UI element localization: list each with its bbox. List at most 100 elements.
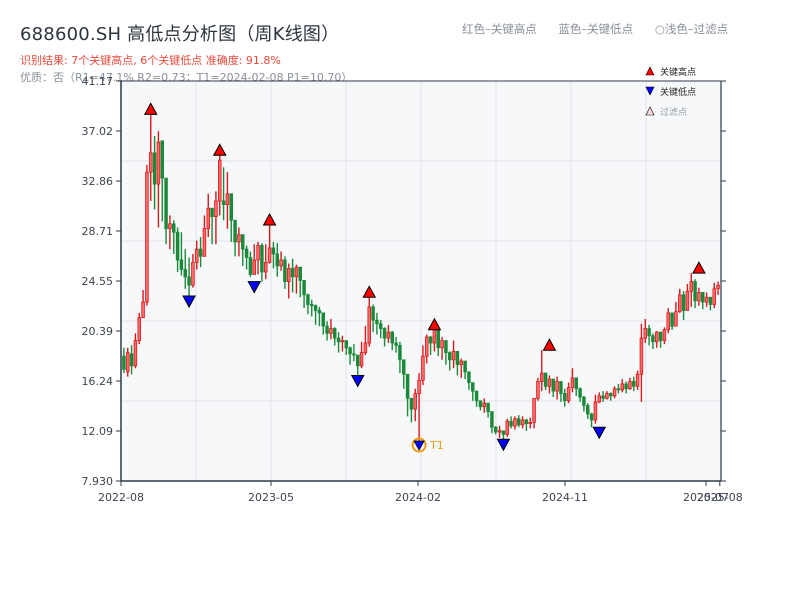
candle-down [543,372,548,387]
candle-down [601,395,605,399]
candle-down [501,430,506,435]
key-high-marker [362,285,377,298]
candle-down [325,325,329,334]
candle-up [287,267,291,283]
candle-up [386,331,391,339]
candle-down [494,426,498,433]
candle-down [379,323,383,329]
candle-up [137,317,141,341]
candle-up [440,340,444,349]
candle-down [405,373,410,399]
candle-up [459,360,463,366]
candle-up [628,381,632,390]
candle-down [586,405,590,415]
candle-down [129,353,134,367]
candle-up [712,288,716,305]
candle-down [524,419,529,424]
candle-down [152,152,157,185]
candle-up [570,377,575,388]
candle-down [244,248,249,258]
candle-down [313,305,318,311]
candle-down [448,352,452,361]
candle-up [141,301,145,319]
y-tick-label: 20.39 [82,325,114,338]
candle-up [643,328,647,339]
candle-down [306,294,310,305]
candle-down [271,247,276,255]
candle-up [674,311,678,327]
candle-up [363,342,368,354]
candle-down [551,378,555,392]
candle-up [195,248,199,263]
candle-down [356,354,360,367]
candle-up [206,207,210,230]
candle-down [336,337,341,343]
candle-down [428,336,433,344]
candle-down [175,231,180,261]
t1-label: T1 [429,439,444,452]
candle-down [179,259,184,270]
candle-down [478,400,483,408]
candle-down [693,281,697,302]
candle-up [149,152,153,173]
candle-down [310,304,314,307]
y-tick-label: 24.55 [82,275,114,288]
candle-up [329,328,333,334]
y-tick-label: 12.09 [82,425,114,438]
candle-down [651,335,655,343]
candle-down [382,328,387,339]
candle-up [697,292,701,302]
candle-down [298,266,302,281]
candle-up [214,200,218,218]
candle-up [256,245,260,261]
candle-up [367,306,371,344]
candle-up [432,329,437,344]
y-tick-label: 16.24 [82,375,114,388]
candle-up [566,387,571,402]
candle-up [168,223,172,230]
candle-down [260,245,264,273]
candle-up [520,419,525,426]
candle-up [156,141,161,185]
candle-down [221,200,226,205]
legend-label: 过滤点 [660,106,687,118]
candle-down [559,381,563,394]
candle-down [616,388,621,391]
key-high-marker [212,143,227,156]
candle-down [283,259,287,283]
legend-high-icon [645,66,655,76]
candle-down [455,350,460,366]
key-low-marker [592,426,607,440]
candle-up [666,312,670,331]
candle-down [444,340,448,354]
candle-up [237,234,241,243]
candle-down [187,276,191,286]
candle-down [402,359,406,375]
key-low-marker [182,295,196,309]
key-low-marker [350,374,365,388]
candle-down [517,418,521,426]
candle-up [605,393,609,399]
candle-down [275,253,279,267]
candle-up [635,373,640,387]
candle-down [229,193,233,221]
candle-up [662,329,667,341]
axes: 7.930 12.09 16.24 20.39 24.55 28.71 32.86 37.02… [82,75,743,504]
candle-up [267,247,272,263]
candle-down [563,393,567,402]
candle-down [409,397,414,410]
y-tick-label: 41.17 [82,75,114,88]
candle-up [536,381,540,399]
candle-down [248,257,253,275]
candle-down [172,223,176,233]
key-high-marker [692,261,706,274]
candle-up [191,261,195,286]
candle-down [198,248,203,257]
candle-up [225,193,230,205]
x-tick-label: 2025-08 [697,491,743,504]
legend-label: 关键高点 [660,66,696,78]
candle-up [145,171,149,303]
candle-down [233,219,237,243]
candle-up [505,420,509,435]
